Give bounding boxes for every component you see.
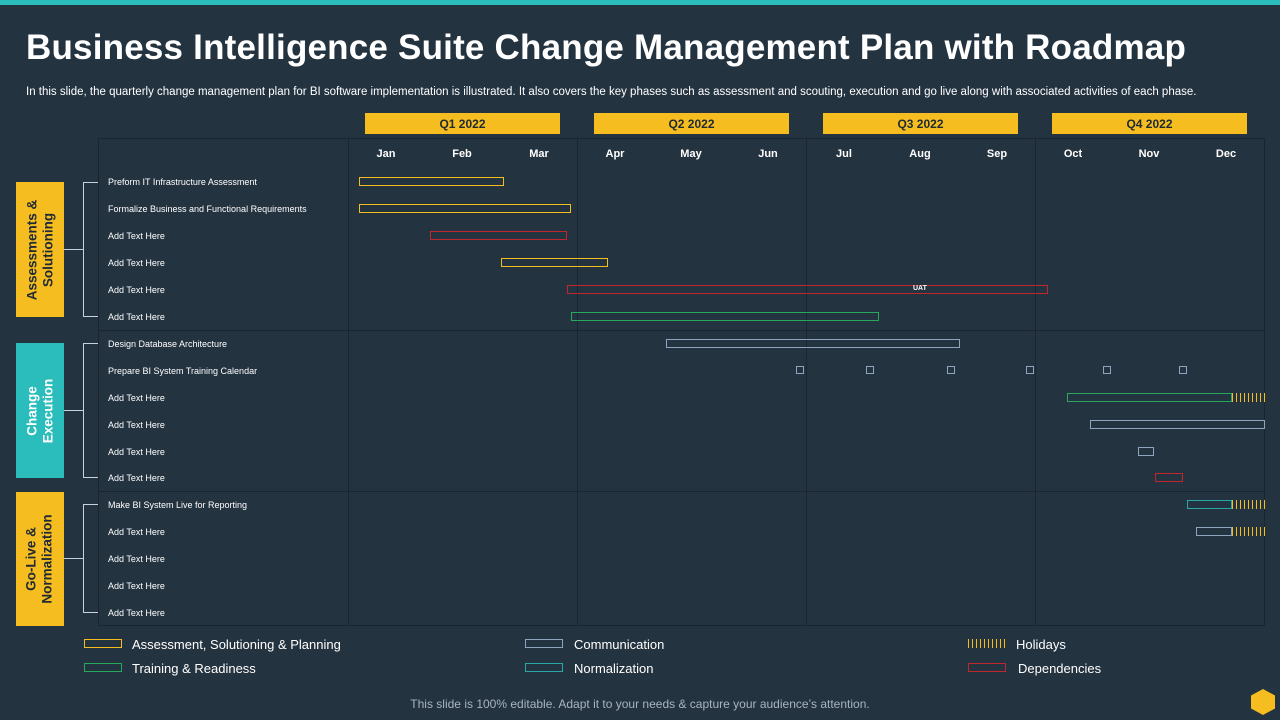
grid-divider (348, 138, 349, 626)
quarter-q1: Q1 2022 (365, 113, 560, 134)
quarter-q4: Q4 2022 (1052, 113, 1247, 134)
hexagon-logo-icon (1251, 689, 1275, 715)
task-label: Add Text Here (108, 473, 165, 483)
slide-footer: This slide is 100% editable. Adapt it to… (410, 697, 870, 711)
quarter-q2: Q2 2022 (594, 113, 789, 134)
bracket-connector (83, 477, 98, 478)
phase-assessments: Assessments & Solutioning (16, 182, 64, 317)
top-accent-bar (0, 0, 1280, 5)
task-label: Make BI System Live for Reporting (108, 500, 248, 510)
gantt-bar-dependency (430, 231, 567, 240)
month-oct: Oct (1063, 148, 1083, 160)
legend-swatch-dependencies (968, 663, 1006, 672)
bracket-connector (83, 182, 84, 317)
legend-swatch-training (84, 663, 122, 672)
uat-label: UAT (913, 285, 927, 292)
holidays-marker (1232, 393, 1265, 402)
gantt-bar-normalization (1187, 500, 1232, 509)
task-label: Add Text Here (108, 447, 165, 457)
legend-swatch-assessment (84, 639, 122, 648)
milestone-marker (1179, 366, 1187, 374)
slide-subtitle: In this slide, the quarterly change mana… (26, 86, 1197, 98)
bracket-connector (83, 343, 98, 344)
month-feb: Feb (452, 148, 472, 160)
slide-title: Business Intelligence Suite Change Manag… (26, 28, 1187, 67)
grid-divider (98, 491, 1265, 492)
month-nov: Nov (1138, 148, 1160, 160)
phase-go-live: Go-Live & Normalization (16, 492, 64, 626)
bracket-connector (64, 410, 83, 411)
gantt-bar-dependency (567, 285, 1048, 294)
task-label: Add Text Here (108, 608, 165, 618)
grid-divider (1035, 138, 1036, 626)
gantt-bar-communication (1090, 420, 1265, 429)
gantt-bar-communication (1196, 527, 1232, 536)
bracket-connector (83, 612, 98, 613)
gantt-bar-assessment (359, 204, 571, 213)
quarter-q3: Q3 2022 (823, 113, 1018, 134)
task-label: Add Text Here (108, 393, 165, 403)
phase-change-execution: Change Execution (16, 343, 64, 478)
bracket-connector (83, 504, 98, 505)
task-label: Preform IT Infrastructure Assessment (108, 177, 257, 187)
gantt-bar-training (1067, 393, 1232, 402)
month-jun: Jun (758, 148, 778, 160)
month-jul: Jul (836, 148, 852, 160)
legend-label-normalization: Normalization (574, 661, 654, 676)
task-label: Add Text Here (108, 231, 165, 241)
grid-divider (806, 138, 807, 626)
legend-swatch-holidays (968, 639, 1006, 648)
holidays-marker (1232, 500, 1265, 509)
milestone-marker (947, 366, 955, 374)
bracket-connector (83, 504, 84, 613)
legend-label-holidays: Holidays (1016, 637, 1066, 652)
milestone-marker (796, 366, 804, 374)
gantt-bar-communication (666, 339, 960, 348)
grid-divider (577, 138, 578, 626)
gantt-bar-training (571, 312, 879, 321)
gantt-grid (98, 138, 1265, 626)
bracket-connector (83, 343, 84, 478)
task-label: Prepare BI System Training Calendar (108, 366, 258, 376)
legend-label-communication: Communication (574, 637, 665, 652)
task-label: Add Text Here (108, 258, 165, 268)
milestone-marker (1103, 366, 1111, 374)
holidays-marker (1232, 527, 1265, 536)
task-label: Add Text Here (108, 285, 165, 295)
task-label: Add Text Here (108, 312, 165, 322)
legend-label-dependencies: Dependencies (1018, 661, 1102, 676)
gantt-bar-assessment (501, 258, 608, 267)
gantt-bar-dependency (1155, 473, 1183, 482)
task-label: Add Text Here (108, 527, 165, 537)
month-sep: Sep (986, 148, 1008, 160)
month-mar: Mar (529, 148, 549, 160)
legend-swatch-normalization (525, 663, 563, 672)
legend-label-assessment: Assessment, Solutioning & Planning (132, 637, 341, 652)
grid-divider (98, 330, 1265, 331)
task-label: Design Database Architecture (108, 339, 228, 349)
legend-swatch-communication (525, 639, 563, 648)
legend-label-training: Training & Readiness (132, 661, 256, 676)
task-label: Add Text Here (108, 554, 165, 564)
task-label: Formalize Business and Functional Requir… (108, 204, 307, 214)
bracket-connector (64, 249, 83, 250)
milestone-marker (866, 366, 874, 374)
task-label: Add Text Here (108, 581, 165, 591)
month-aug: Aug (909, 148, 931, 160)
month-dec: Dec (1215, 148, 1237, 160)
bracket-connector (83, 182, 98, 183)
milestone-marker (1026, 366, 1034, 374)
month-apr: Apr (605, 148, 625, 160)
task-label: Add Text Here (108, 420, 165, 430)
month-jan: Jan (376, 148, 396, 160)
gantt-bar-assessment (359, 177, 504, 186)
bracket-connector (64, 558, 83, 559)
gantt-bar-communication (1138, 447, 1154, 456)
month-may: May (680, 148, 702, 160)
bracket-connector (83, 316, 98, 317)
